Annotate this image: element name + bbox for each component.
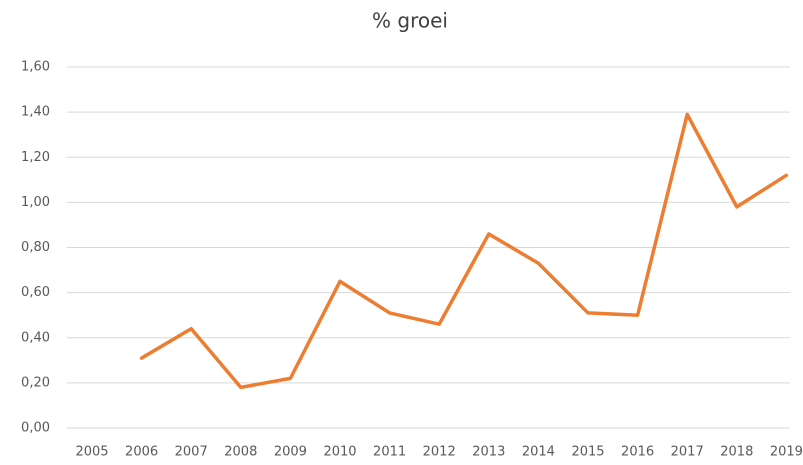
x-tick-label: 2006 bbox=[125, 445, 158, 460]
x-tick-label: 2014 bbox=[522, 445, 555, 460]
x-tick-label: 2018 bbox=[720, 445, 753, 460]
chart-title: % groei bbox=[372, 9, 448, 33]
y-tick-label: 1,00 bbox=[21, 195, 50, 210]
x-tick-label: 2015 bbox=[571, 445, 604, 460]
x-tick-label: 2011 bbox=[373, 445, 406, 460]
line bbox=[139, 112, 789, 390]
y-tick-label: 1,40 bbox=[21, 105, 50, 120]
x-tick-label: 2010 bbox=[323, 445, 356, 460]
y-tick-label: 1,20 bbox=[21, 150, 50, 165]
x-tick-label: 2009 bbox=[274, 445, 307, 460]
y-tick-label: 1,60 bbox=[21, 60, 50, 75]
y-tick-label: 0,20 bbox=[21, 375, 50, 390]
x-tick-label: 2008 bbox=[224, 445, 257, 460]
x-tick-label: 2007 bbox=[175, 445, 208, 460]
y-tick-label: 0,00 bbox=[21, 421, 50, 436]
y-tick-label: 0,80 bbox=[21, 240, 50, 255]
x-tick-label: 2012 bbox=[423, 445, 456, 460]
y-tick-label: 0,40 bbox=[21, 330, 50, 345]
x-tick-label: 2019 bbox=[770, 445, 803, 460]
y-tick-label: 0,60 bbox=[21, 285, 50, 300]
x-tick-label: 2005 bbox=[75, 445, 108, 460]
x-tick-label: 2013 bbox=[472, 445, 505, 460]
x-tick-label: 2016 bbox=[621, 445, 654, 460]
x-tick-label: 2017 bbox=[671, 445, 704, 460]
